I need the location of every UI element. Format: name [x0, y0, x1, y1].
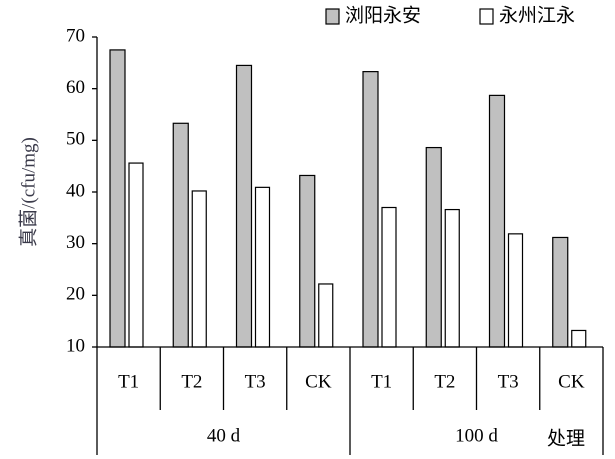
bar — [488, 94, 506, 348]
bar — [109, 49, 126, 348]
group-label: 100 d — [455, 425, 498, 446]
bar — [571, 329, 587, 348]
y-tick-label: 30 — [66, 232, 85, 253]
bar — [362, 71, 379, 348]
y-tick-label: 60 — [66, 77, 85, 98]
x-tick-label: T2 — [434, 371, 455, 392]
x-axis-label: 处理 — [547, 427, 585, 449]
y-tick-label: 10 — [66, 335, 85, 356]
bar — [381, 206, 397, 348]
legend-swatch — [479, 8, 494, 25]
y-tick-label: 50 — [66, 129, 85, 150]
x-tick-label: T3 — [245, 371, 266, 392]
y-tick-label: 40 — [66, 180, 85, 201]
bar — [128, 162, 144, 348]
legend-label: 永州江永 — [499, 4, 575, 26]
bar — [254, 186, 271, 348]
bar — [191, 190, 207, 348]
bar — [172, 122, 189, 348]
x-tick-label: CK — [305, 371, 332, 392]
bar — [318, 283, 334, 348]
y-axis-label: 真菌/(cfu/mg) — [17, 137, 39, 247]
y-tick-label: 20 — [66, 284, 85, 305]
y-tick-label: 70 — [66, 25, 85, 46]
group-label: 40 d — [207, 425, 241, 446]
bar — [552, 236, 569, 348]
bar — [235, 64, 253, 348]
bar — [425, 146, 442, 348]
legend-swatch — [325, 8, 340, 25]
x-tick-label: T3 — [498, 371, 519, 392]
legend-label: 浏阳永安 — [345, 4, 421, 26]
bar — [507, 233, 524, 348]
bar — [444, 208, 460, 348]
x-tick-label: T1 — [118, 371, 139, 392]
bar — [299, 174, 316, 348]
x-tick-label: T1 — [371, 371, 392, 392]
x-tick-label: T2 — [181, 371, 202, 392]
x-tick-label: CK — [558, 371, 585, 392]
